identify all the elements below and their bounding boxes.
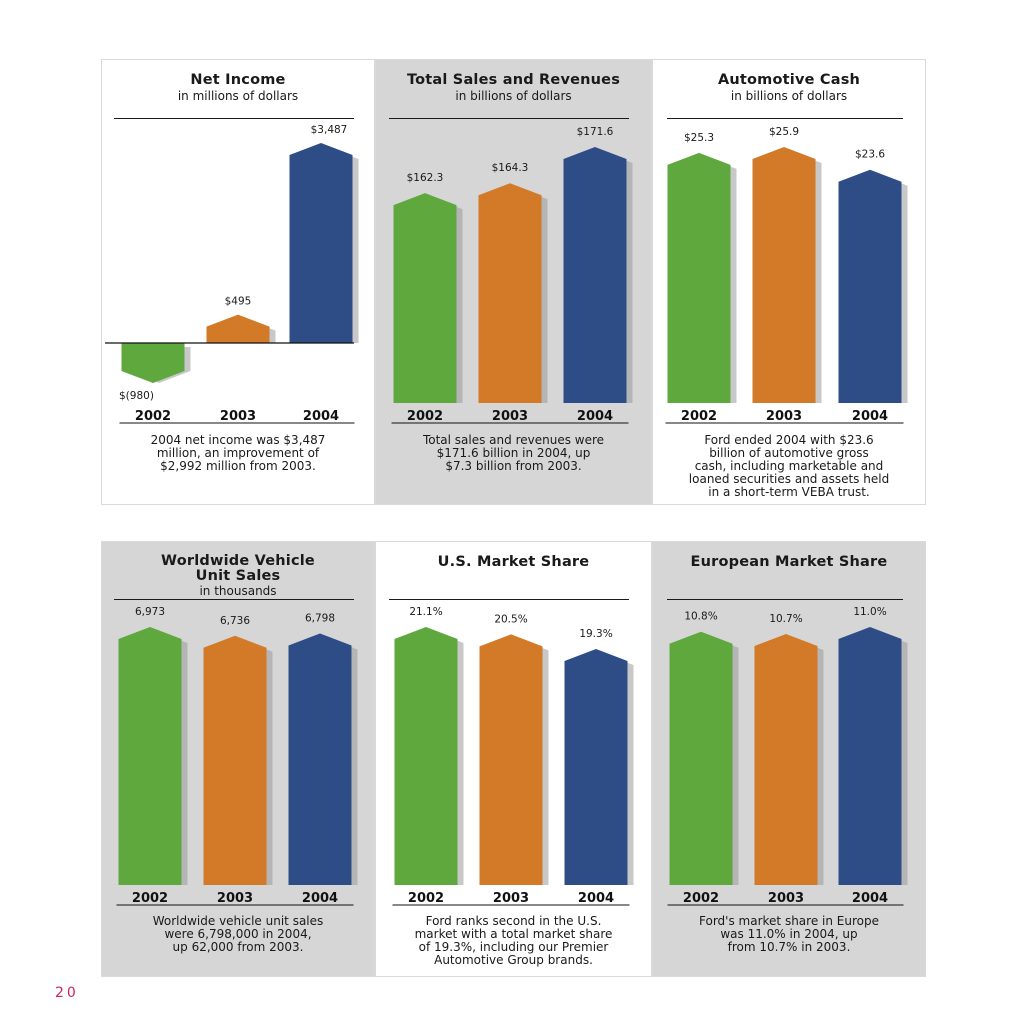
title-rule <box>389 599 629 600</box>
bar-2003 <box>478 183 542 403</box>
year-label: 2004 <box>577 409 613 424</box>
year-label: 2003 <box>766 409 802 424</box>
bar-2004 <box>288 633 352 885</box>
automotive-cash-chart: $25.3 $25.9 $23.6 2002 2003 2004 <box>665 126 908 424</box>
panel-unit-sales-content: Worldwide Vehicle Unit Sales in thousands… <box>101 541 375 977</box>
title-rule <box>667 599 903 600</box>
title-rule <box>389 118 629 119</box>
bar-2004 <box>563 147 627 403</box>
year-label: 2004 <box>852 891 888 906</box>
bar-2002 <box>669 631 733 885</box>
value-label: 10.8% <box>684 611 717 623</box>
value-label: $25.3 <box>684 132 714 144</box>
bar-2003 <box>203 635 267 885</box>
chart-title: Worldwide Vehicle Unit Sales <box>161 553 315 584</box>
panel-automotive-cash-content: Automotive Cash in billions of dollars F… <box>652 59 926 505</box>
net-income-chart: $(980) $495 $3,487 2002 2003 2004 <box>105 124 359 424</box>
year-label: 2002 <box>683 891 719 906</box>
chart-description: Total sales and revenues were $171.6 bill… <box>422 433 605 473</box>
value-label: $495 <box>225 296 252 308</box>
year-label: 2004 <box>852 409 888 424</box>
year-label: 2002 <box>681 409 717 424</box>
title-rule <box>114 599 354 600</box>
year-label: 2004 <box>302 891 338 906</box>
bar-2004 <box>564 649 628 885</box>
bar-2004 <box>289 143 353 343</box>
chart-subtitle: in billions of dollars <box>730 89 848 103</box>
year-label: 2002 <box>408 891 444 906</box>
year-label: 2003 <box>217 891 253 906</box>
chart-subtitle: in thousands <box>199 584 277 598</box>
year-label: 2003 <box>220 409 256 424</box>
chart-description: Worldwide vehicle unit sales were 6,798,0… <box>152 914 324 954</box>
year-label: 2004 <box>303 409 339 424</box>
year-label: 2002 <box>407 409 443 424</box>
bar-2002 <box>394 627 458 885</box>
bar-2002 <box>393 193 457 403</box>
chart-subtitle: in millions of dollars <box>177 89 299 103</box>
panel-us-share-content: U.S. Market Share Ford ranks second in t… <box>375 541 652 977</box>
chart-subtitle: in billions of dollars <box>455 89 572 103</box>
panel-eu-share-content: European Market Share Ford's market shar… <box>652 541 926 977</box>
panel-total-sales-content: Total Sales and Revenues in billions of … <box>375 59 652 505</box>
value-label: 19.3% <box>579 628 612 640</box>
value-label: 11.0% <box>853 606 886 618</box>
value-label: 6,736 <box>220 615 250 627</box>
value-label: $164.3 <box>492 162 529 174</box>
bar-2003 <box>754 634 818 885</box>
chart-title: U.S. Market Share <box>437 554 590 570</box>
chart-description: Ford's market share in Europe was 11.0% i… <box>699 914 879 954</box>
chart-title: European Market Share <box>690 554 888 570</box>
year-label: 2004 <box>578 891 614 906</box>
us-share-chart: 21.1% 20.5% 19.3% 2002 2003 2004 <box>392 606 634 906</box>
value-label: 6,798 <box>305 612 335 624</box>
year-label: 2003 <box>492 409 528 424</box>
value-label: $3,487 <box>311 124 348 136</box>
title-rule <box>667 118 903 119</box>
bar-2002 <box>121 343 185 383</box>
chart-title: Automotive Cash <box>717 72 861 88</box>
total-sales-chart: $162.3 $164.3 $171.6 2002 2003 2004 <box>391 126 633 424</box>
year-label: 2003 <box>768 891 804 906</box>
value-label: 20.5% <box>494 613 527 625</box>
chart-description: 2004 net income was $3,487 million, an im… <box>150 433 326 473</box>
value-label: $23.6 <box>855 149 885 161</box>
bar-2002 <box>667 152 731 403</box>
value-label: $(980) <box>119 390 154 402</box>
value-label: 21.1% <box>409 606 442 618</box>
year-label: 2003 <box>493 891 529 906</box>
panel-net-income-content: Net Income in millions of dollars 2004 n… <box>101 59 375 505</box>
value-label: $25.9 <box>769 126 799 138</box>
year-label: 2002 <box>135 409 171 424</box>
bar-2003 <box>206 314 270 343</box>
eu-share-chart: 10.8% 10.7% 11.0% 2002 2003 2004 <box>667 606 908 906</box>
page-number: 20 <box>55 985 79 1001</box>
bar-2003 <box>479 634 543 885</box>
chart-description: Ford ended 2004 with $23.6 billion of aut… <box>688 433 890 499</box>
chart-title: Net Income <box>190 72 286 88</box>
year-label: 2002 <box>132 891 168 906</box>
chart-description: Ford ranks second in the U.S. market with… <box>414 914 613 967</box>
unit-sales-chart: 6,973 6,736 6,798 2002 2003 2004 <box>116 606 358 906</box>
bar-2004 <box>838 627 902 885</box>
chart-title: Total Sales and Revenues <box>406 72 621 88</box>
bar-2002 <box>118 627 182 885</box>
bar-2003 <box>752 147 816 403</box>
value-label: $171.6 <box>577 126 614 138</box>
value-label: $162.3 <box>407 172 444 184</box>
value-label: 6,973 <box>135 606 165 618</box>
title-rule <box>114 118 354 119</box>
bar-2004 <box>838 169 902 403</box>
value-label: 10.7% <box>769 613 802 625</box>
